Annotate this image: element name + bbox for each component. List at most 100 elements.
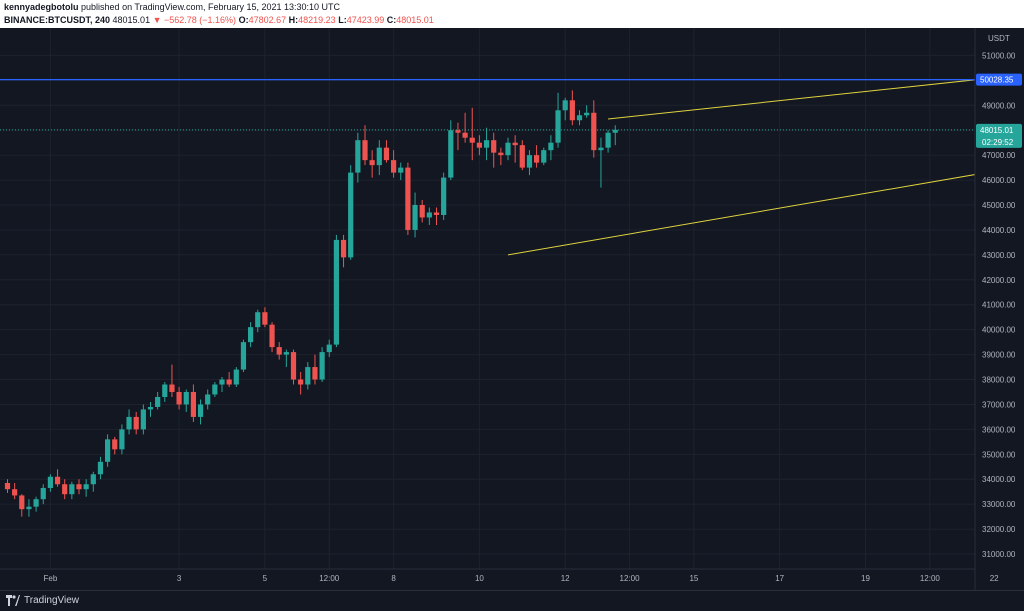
candle-body xyxy=(305,367,311,385)
candle-body xyxy=(355,140,361,173)
candle-body xyxy=(383,147,390,161)
publish-info: kennyadegbotolu published on TradingView… xyxy=(4,2,340,12)
candle-body xyxy=(155,396,161,407)
candle xyxy=(83,479,89,497)
candle xyxy=(419,200,425,223)
open-label: O: xyxy=(238,15,249,25)
candle-body xyxy=(612,129,618,133)
candle xyxy=(12,482,18,500)
candle-body xyxy=(205,394,211,405)
candle xyxy=(412,192,418,238)
candle-body xyxy=(19,495,25,510)
candle-body xyxy=(598,147,604,151)
candle xyxy=(448,120,454,181)
candle xyxy=(276,342,282,360)
candle-body xyxy=(240,342,247,370)
candle-body xyxy=(426,212,432,218)
candle-body xyxy=(512,142,518,146)
high-label: H: xyxy=(288,15,299,25)
x-tick-label: 17 xyxy=(775,574,784,583)
candle xyxy=(512,135,518,163)
candle xyxy=(40,484,46,505)
candle xyxy=(305,362,311,390)
candle-body xyxy=(298,379,304,385)
candle-body xyxy=(283,352,289,355)
candle-body xyxy=(255,312,261,328)
price-chart[interactable]: USDT 31000.0032000.0033000.0034000.00350… xyxy=(0,28,1024,590)
candle xyxy=(398,162,404,181)
candle-body xyxy=(133,416,139,430)
y-tick-label: 45000.00 xyxy=(982,201,1016,210)
candle xyxy=(405,162,411,235)
trendlines[interactable] xyxy=(507,47,1024,256)
brand-name[interactable]: TradingView xyxy=(24,595,80,606)
candle-body xyxy=(591,112,597,151)
hline-price-label: 50028.35 xyxy=(980,76,1014,85)
y-tick-label: 36000.00 xyxy=(982,425,1016,434)
candle-body xyxy=(33,499,39,507)
y-tick-label: 47000.00 xyxy=(982,151,1016,160)
candle-body xyxy=(290,352,297,380)
candle xyxy=(33,496,39,512)
candle-body xyxy=(47,476,53,488)
candle-body xyxy=(605,132,611,148)
candle-body xyxy=(398,167,404,173)
candle-body xyxy=(491,140,497,153)
candle xyxy=(119,424,125,455)
candle-body xyxy=(197,404,204,417)
candle-body xyxy=(83,484,89,490)
candle xyxy=(112,436,118,455)
candle xyxy=(69,481,75,500)
candles xyxy=(4,90,618,517)
candle xyxy=(133,411,139,435)
author-name[interactable]: kennyadegbotolu xyxy=(4,2,79,12)
candle xyxy=(391,150,397,178)
candle xyxy=(605,130,611,153)
candle-body xyxy=(262,312,268,325)
candle xyxy=(262,307,268,328)
high-value: 48219.23 xyxy=(298,15,336,25)
candle-body xyxy=(462,132,468,138)
x-tick-label: 12:00 xyxy=(620,574,641,583)
close-label: C: xyxy=(386,15,397,25)
x-tick-label: 5 xyxy=(263,574,268,583)
candle-body xyxy=(405,167,411,230)
candle-body xyxy=(519,145,525,168)
candle xyxy=(562,97,568,121)
candle-body xyxy=(12,489,18,496)
low-label: L: xyxy=(338,15,347,25)
candle xyxy=(47,474,53,492)
candle-body xyxy=(169,384,175,392)
candle xyxy=(505,137,511,161)
candle-body xyxy=(90,474,96,485)
tradingview-logo-icon[interactable] xyxy=(6,595,20,606)
y-tick-label: 37000.00 xyxy=(982,400,1016,409)
price-axis[interactable] xyxy=(975,28,1024,590)
candle-body xyxy=(26,506,32,510)
candle xyxy=(183,389,189,412)
candle-body xyxy=(147,406,154,410)
candle-body xyxy=(212,384,218,395)
candle-body xyxy=(248,327,254,343)
candle xyxy=(498,147,504,166)
candle-body xyxy=(269,324,275,348)
y-tick-label: 46000.00 xyxy=(982,176,1016,185)
candle xyxy=(233,367,239,388)
candle-body xyxy=(190,391,196,417)
price-badges: 50028.35 48015.01 02:29:52 xyxy=(976,73,1022,148)
candle-body xyxy=(162,384,168,397)
candle-body xyxy=(584,112,590,116)
candle-body xyxy=(312,367,318,380)
candle xyxy=(4,479,11,493)
candle xyxy=(476,135,482,156)
candle-body xyxy=(369,160,375,166)
x-tick-label: 15 xyxy=(689,574,698,583)
candle xyxy=(362,125,368,166)
hline-price-badge xyxy=(976,73,1022,86)
horizontal-lines[interactable] xyxy=(0,79,975,131)
candle-body xyxy=(505,142,511,156)
candle-body xyxy=(76,484,82,490)
candle xyxy=(312,354,318,385)
candle xyxy=(205,389,211,410)
candle-body xyxy=(340,239,347,258)
